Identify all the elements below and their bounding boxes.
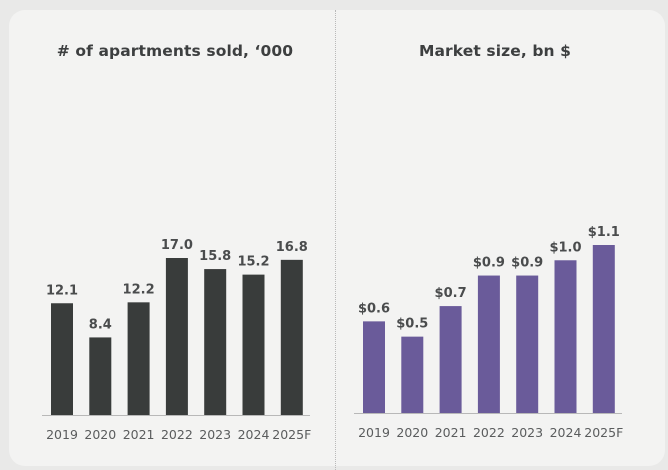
bar-apartments-2024 — [242, 274, 265, 415]
tick-label-market-size-2022: 2022 — [473, 425, 505, 440]
value-label-apartments-2024: 15.2 — [237, 255, 269, 270]
tick-label-apartments-2023: 2023 — [199, 427, 231, 442]
bar-apartments-2021 — [127, 302, 150, 415]
bar-market-size-2019 — [363, 321, 385, 413]
tick-label-apartments-2022: 2022 — [161, 427, 193, 442]
tick-label-market-size-2023: 2023 — [511, 425, 543, 440]
value-label-apartments-2020: 8.4 — [89, 317, 112, 332]
value-label-market-size-2025F: $1.1 — [588, 225, 620, 240]
bar-market-size-2021 — [439, 306, 462, 413]
bar-market-size-2025F — [592, 245, 615, 413]
tick-label-apartments-2021: 2021 — [123, 427, 155, 442]
bar-apartments-2019 — [51, 303, 73, 415]
value-label-apartments-2021: 12.2 — [123, 282, 155, 297]
value-label-market-size-2020: $0.5 — [396, 317, 428, 332]
tick-label-apartments-2024: 2024 — [238, 427, 270, 442]
value-label-apartments-2022: 17.0 — [161, 238, 193, 253]
bar-market-size-2023 — [516, 275, 539, 413]
bar-market-size-2020 — [401, 336, 424, 413]
value-label-market-size-2023: $0.9 — [511, 256, 543, 271]
value-label-market-size-2022: $0.9 — [473, 256, 505, 271]
tick-label-apartments-2019: 2019 — [46, 427, 78, 442]
tick-label-market-size-2025F: 2025F — [584, 425, 623, 440]
bar-apartments-2023 — [204, 269, 227, 415]
bar-apartments-2025F — [280, 259, 303, 415]
tick-label-market-size-2024: 2024 — [550, 425, 582, 440]
tick-label-market-size-2020: 2020 — [396, 425, 428, 440]
value-label-apartments-2019: 12.1 — [46, 283, 78, 298]
chart-title-apartments: # of apartments sold, ‘000 — [56, 42, 294, 60]
tick-label-apartments-2025F: 2025F — [272, 427, 311, 442]
value-label-market-size-2021: $0.7 — [435, 286, 467, 301]
bar-market-size-2024 — [554, 260, 577, 413]
chart-divider — [335, 10, 336, 470]
bar-apartments-2020 — [89, 337, 112, 415]
chart-title-market-size: Market size, bn $ — [418, 42, 572, 60]
tick-label-market-size-2021: 2021 — [435, 425, 467, 440]
tick-label-apartments-2020: 2020 — [84, 427, 116, 442]
value-label-apartments-2025F: 16.8 — [276, 240, 308, 255]
value-label-market-size-2019: $0.6 — [358, 301, 390, 316]
bar-apartments-2022 — [165, 258, 188, 415]
bar-market-size-2022 — [477, 275, 500, 413]
tick-label-market-size-2019: 2019 — [358, 425, 390, 440]
value-label-apartments-2023: 15.8 — [199, 249, 231, 264]
value-label-market-size-2024: $1.0 — [549, 240, 581, 255]
